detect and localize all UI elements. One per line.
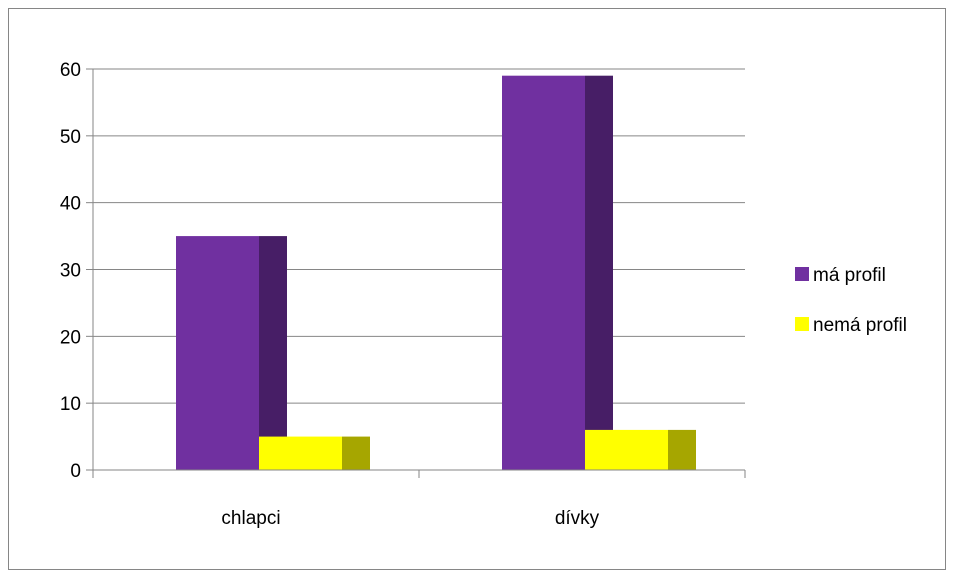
legend-label: nemá profil [813,315,907,336]
x-tick-label: chlapci [221,508,280,529]
bar-side [342,436,370,470]
legend-label: má profil [813,265,886,286]
bars [176,75,696,470]
bar [259,436,342,470]
bar-side [585,75,613,470]
y-tick-label: 20 [60,327,81,348]
bar [585,429,668,470]
bar [176,236,259,470]
bar-side [259,236,287,470]
legend: má profil nemá profil [795,265,907,336]
y-tick-label: 40 [60,194,81,215]
y-tick-label: 60 [60,60,81,81]
y-tick-label: 50 [60,127,81,148]
y-tick-label: 30 [60,261,81,282]
x-tick-label: dívky [555,508,600,529]
x-axis: chlapci dívky [92,469,746,529]
bar-side [668,429,696,470]
legend-swatch [795,267,809,281]
chart-frame [8,8,946,570]
y-tick-label: 0 [70,461,81,482]
bar [502,75,585,470]
legend-swatch [795,317,809,331]
y-tick-label: 10 [60,394,81,415]
y-axis-ticks: 0 10 20 30 40 50 60 [60,60,94,482]
